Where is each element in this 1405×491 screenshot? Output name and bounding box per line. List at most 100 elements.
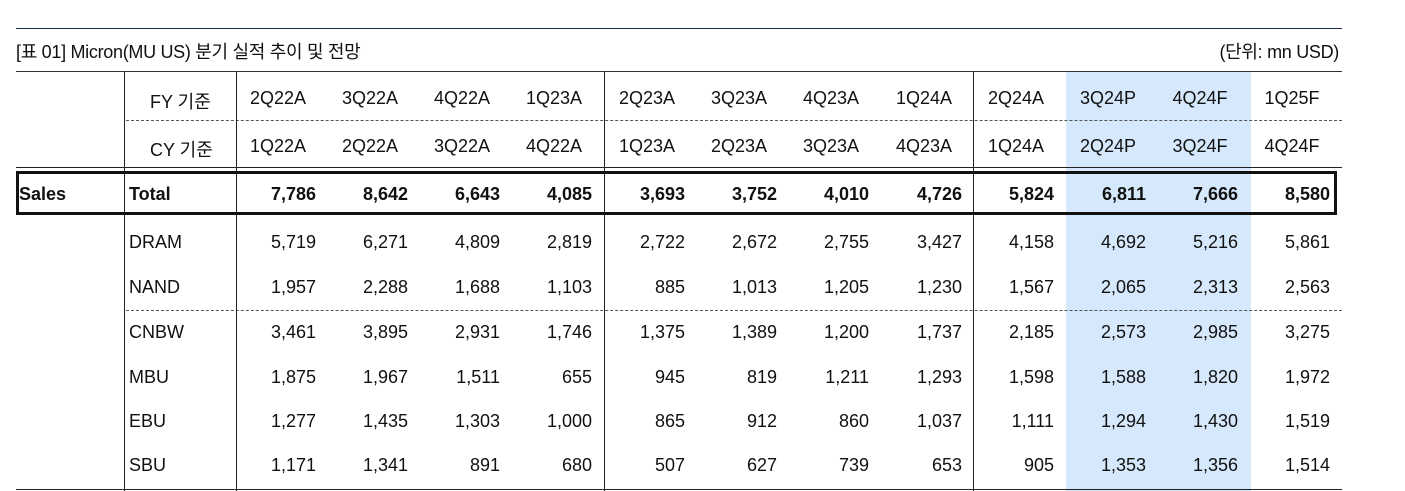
table-cell-value: 7,786 [270,184,316,204]
column-divider [236,72,237,491]
table-cell-value: 1,389 [731,322,777,342]
fy-quarter-header: 3Q22A [341,88,399,108]
fy-basis-label: FY 기준 [150,92,211,112]
table-cell-value: 1,205 [823,277,869,297]
table-cell-value: 1,037 [916,411,962,431]
table-cell-value: 1,171 [270,455,316,475]
table-cell-value: 1,737 [916,322,962,342]
column-divider [124,72,125,491]
cy-basis-label: CY 기준 [150,140,213,160]
cy-quarter-header: 1Q22A [249,136,307,156]
table-cell-value: 1,000 [546,411,592,431]
table-cell-value: 2,065 [1100,277,1146,297]
fy-quarter-header: 3Q24P [1079,88,1137,108]
table-cell-value: 1,967 [362,367,408,387]
table-cell-value: 1,356 [1192,455,1238,475]
fy-quarter-header: 3Q23A [710,88,768,108]
table-cell-value: 1,511 [456,367,500,387]
table-cell-value: 2,755 [823,232,869,252]
table-cell-value: 6,643 [454,184,500,204]
table-cell-value: 1,341 [362,455,408,475]
row-label: EBU [129,411,167,431]
table-cell-value: 945 [654,367,685,387]
table-cell-value: 2,185 [1008,322,1054,342]
table-cell-value: 627 [746,455,777,475]
fy-quarter-header: 4Q23A [802,88,860,108]
table-cell-value: 653 [931,455,962,475]
cy-quarter-header: 4Q23A [895,136,953,156]
header-bottom-rule [16,167,1342,168]
table-cell-value: 1,230 [916,277,962,297]
table-cell-value: 2,985 [1192,322,1238,342]
table-cell-value: 1,746 [546,322,592,342]
table-cell-value: 819 [746,367,777,387]
title-rule [16,71,1342,72]
fy-quarter-header: 1Q25F [1264,88,1320,108]
table-cell-value: 3,693 [639,184,685,204]
row-label: MBU [129,367,169,387]
cy-quarter-header: 1Q24A [987,136,1045,156]
cy-quarter-header: 2Q23A [710,136,768,156]
table-cell-value: 3,275 [1284,322,1330,342]
fy-quarter-header: 4Q22A [433,88,491,108]
cy-quarter-header: 4Q22A [525,136,583,156]
table-cell-value: 2,931 [454,322,500,342]
row-label: CNBW [129,322,184,342]
cy-quarter-header: 1Q23A [618,136,676,156]
cy-quarter-header: 4Q24F [1264,136,1320,156]
table-cell-value: 1,598 [1008,367,1054,387]
table-cell-value: 3,752 [731,184,777,204]
row-label: Total [129,184,171,204]
table-title: [표 01] Micron(MU US) 분기 실적 추이 및 전망 [16,42,361,62]
table-cell-value: 1,013 [731,277,777,297]
table-cell-value: 739 [838,455,869,475]
table-cell-value: 655 [561,367,592,387]
table-cell-value: 865 [654,411,685,431]
table-cell-value: 1,303 [454,411,500,431]
row-group-label: Sales [19,184,67,204]
table-cell-value: 4,158 [1008,232,1054,252]
table-cell-value: 4,010 [823,184,869,204]
table-cell-value: 912 [746,411,777,431]
table-cell-value: 5,824 [1008,184,1054,204]
table-cell-value: 891 [469,455,500,475]
top-rule [16,28,1342,29]
table-cell-value: 1,353 [1100,455,1146,475]
fy-quarter-header: 4Q24F [1172,88,1228,108]
table-cell-value: 4,085 [546,184,592,204]
table-cell-value: 1,103 [546,277,592,297]
section-divider [126,310,1342,311]
table-cell-value: 1,957 [270,277,316,297]
table-cell-value: 8,642 [362,184,408,204]
table-cell-value: 1,972 [1284,367,1330,387]
table-cell-value: 1,277 [270,411,316,431]
table-cell-value: 1,519 [1284,411,1330,431]
table-cell-value: 4,692 [1100,232,1146,252]
cy-quarter-header: 2Q24P [1079,136,1137,156]
table-cell-value: 5,216 [1192,232,1238,252]
fy-quarter-header: 2Q24A [987,88,1045,108]
table-cell-value: 507 [654,455,685,475]
table-cell-value: 1,294 [1100,411,1146,431]
sales-total-box [16,171,1337,215]
table-cell-value: 885 [654,277,685,297]
table-cell-value: 6,271 [362,232,408,252]
cy-quarter-header: 3Q22A [433,136,491,156]
table-cell-value: 2,573 [1100,322,1146,342]
table-cell-value: 860 [838,411,869,431]
table-cell-value: 7,666 [1192,184,1238,204]
fy-quarter-header: 2Q22A [249,88,307,108]
table-cell-value: 1,211 [825,367,869,387]
fy-quarter-header: 2Q23A [618,88,676,108]
table-cell-value: 905 [1023,455,1054,475]
table-cell-value: 2,672 [731,232,777,252]
row-label: NAND [129,277,181,297]
cy-quarter-header: 3Q24F [1172,136,1228,156]
table-cell-value: 2,722 [639,232,685,252]
unit-label: (단위: mn USD) [1219,42,1339,62]
table-cell-value: 1,567 [1008,277,1054,297]
table-cell-value: 1,435 [362,411,408,431]
table-cell-value: 5,719 [270,232,316,252]
row-label: DRAM [129,232,182,252]
table-cell-value: 3,895 [362,322,408,342]
